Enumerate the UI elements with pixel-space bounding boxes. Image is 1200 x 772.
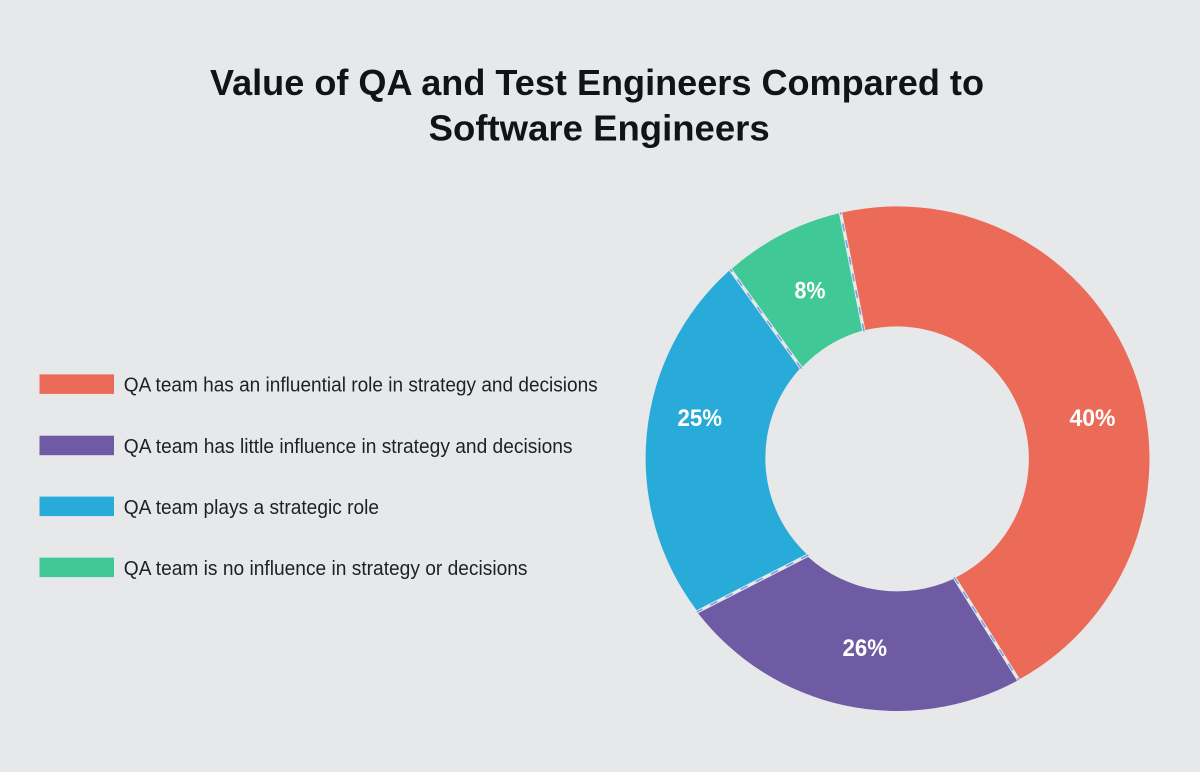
svg-text:25%: 25% [678,405,723,432]
svg-text:QA team has an influential rol: QA team has an influential role in strat… [124,375,598,397]
svg-text:Software Engineers: Software Engineers [429,107,770,148]
svg-text:Value of QA and Test Engineers: Value of QA and Test Engineers Compared … [210,62,984,103]
svg-text:26%: 26% [843,635,888,662]
svg-text:QA team has little influence i: QA team has little influence in strategy… [124,436,573,458]
svg-text:40%: 40% [1070,405,1116,432]
svg-text:QA team is no influence in str: QA team is no influence in strategy or d… [124,558,528,580]
svg-text:8%: 8% [795,278,826,305]
svg-text:QA team plays a strategic role: QA team plays a strategic role [124,497,379,519]
